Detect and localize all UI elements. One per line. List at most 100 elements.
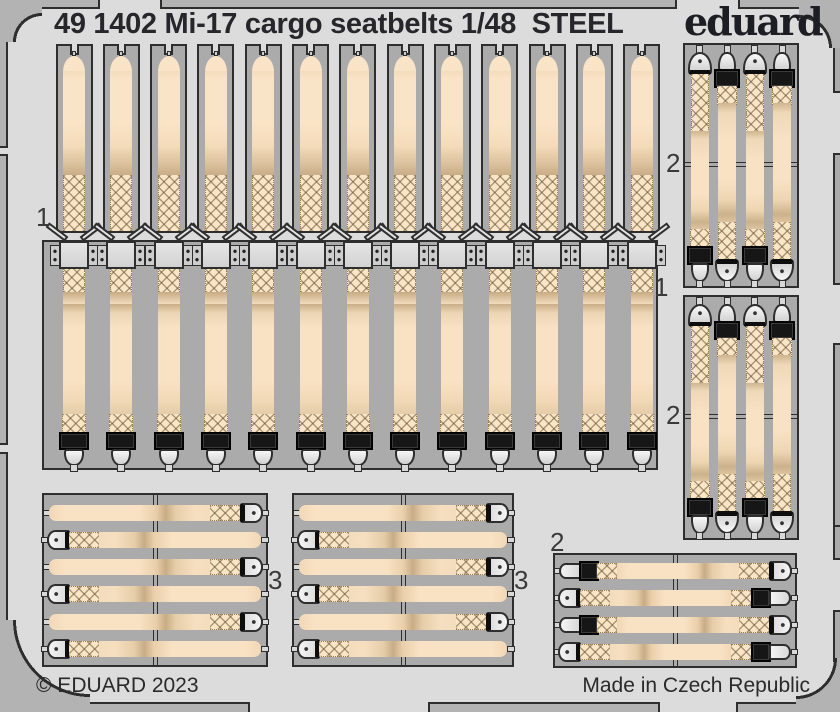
belt-tongue-clip	[769, 643, 791, 660]
sheet-edge-right	[833, 153, 840, 285]
belt-stem	[751, 532, 758, 540]
belt-crosshatch	[69, 641, 100, 657]
belt	[99, 641, 261, 657]
belt-crosshatch-square	[689, 229, 710, 248]
strip-tab	[213, 51, 218, 56]
buckle-wing-right	[655, 245, 666, 266]
belt-round-clip	[486, 611, 509, 632]
clip-neck	[117, 464, 126, 472]
belt-crosshatch	[745, 326, 764, 384]
belt-upper	[252, 71, 275, 175]
belt-crosshatch-square	[487, 414, 512, 433]
made-in-text: Made in Czech Republic	[582, 674, 810, 697]
fret-seam	[685, 162, 797, 167]
fret-label-bottom-right: 2	[550, 527, 565, 557]
belt-crosshatch-square	[772, 86, 792, 105]
belt-stem	[262, 564, 269, 571]
belt-crosshatch-square	[62, 414, 86, 433]
buckle-plate	[532, 241, 562, 269]
sheet-edge-right	[833, 343, 840, 543]
belt-lower	[299, 304, 322, 414]
clip-neck	[306, 464, 315, 472]
belt-black-buckle	[200, 432, 231, 450]
belt-fade	[346, 292, 369, 304]
belt-stem	[791, 648, 798, 655]
buckle-plate	[248, 241, 279, 269]
clip-neck	[495, 464, 504, 472]
fret-seam	[152, 495, 158, 665]
belt-top-cap	[252, 56, 275, 72]
belt-crosshatch	[299, 175, 322, 231]
belt-round-clip	[558, 587, 581, 608]
buckle-plate	[484, 241, 515, 269]
belt-round-clip	[486, 502, 509, 523]
sheet-edge-right	[833, 525, 840, 560]
clip-neck	[70, 464, 78, 472]
fret-strip	[339, 44, 377, 233]
belt-crosshatch	[580, 643, 611, 660]
belt-black-buckle	[751, 587, 771, 608]
buckle-plate	[200, 241, 231, 269]
belt-round-clip	[297, 584, 320, 605]
belt	[773, 103, 791, 224]
fret-strip	[623, 44, 661, 233]
belt-fade	[488, 292, 511, 304]
buckle-plate	[295, 241, 326, 269]
belt-crosshatch	[394, 175, 417, 231]
belt	[99, 531, 261, 548]
belt-black-buckle	[532, 432, 562, 450]
fret-seam	[685, 414, 797, 419]
belt-upper	[110, 71, 133, 175]
belt	[773, 355, 791, 476]
belt-black-buckle	[437, 432, 468, 450]
fret-strip	[150, 44, 188, 233]
belt-upper	[346, 71, 369, 175]
belt	[617, 616, 739, 633]
belt-upper	[299, 71, 322, 175]
belt-round-clip	[486, 557, 509, 578]
belt-lower	[204, 304, 227, 414]
belt-stem	[507, 591, 515, 598]
belt-crosshatch	[204, 175, 227, 231]
belt-crosshatch-square	[744, 481, 765, 500]
fret-strip	[244, 44, 282, 233]
belt-stem	[508, 618, 515, 625]
belt	[299, 504, 457, 521]
belt	[349, 531, 507, 548]
sheet-corner-br	[796, 658, 840, 712]
belt-lower	[63, 304, 85, 414]
belt-stem	[723, 280, 731, 288]
belt-crosshatch-square	[582, 414, 607, 433]
clip-neck	[637, 464, 646, 472]
fret-strip	[481, 44, 519, 233]
belt-fade	[441, 292, 464, 304]
fret-label-main-right: 1	[654, 272, 669, 302]
belt-round-clip	[687, 52, 712, 75]
belt-round-clip	[687, 304, 712, 327]
belt-fade	[394, 292, 417, 304]
belt-crosshatch	[536, 175, 558, 231]
belt-lower	[252, 304, 275, 414]
belt-black-buckle	[342, 432, 373, 450]
belt-black-buckle	[390, 432, 421, 450]
belt-stem	[723, 532, 731, 540]
belt-fade	[252, 292, 275, 304]
belt-lower	[536, 304, 558, 414]
buckle-plate	[437, 241, 468, 269]
belt-crosshatch	[456, 613, 487, 630]
belt-top-cap	[488, 56, 511, 72]
belt-tongue-clip	[559, 562, 581, 579]
belt-stem	[696, 280, 703, 288]
belt-top-cap	[394, 56, 417, 72]
belt-crosshatch-square	[597, 562, 619, 579]
belt-round-clip	[240, 611, 263, 632]
belt-stem	[751, 280, 758, 288]
belt-upper	[394, 71, 417, 175]
product-title: 49 1402 Mi-17 cargo seatbelts 1/48 STEEL	[54, 8, 624, 40]
belt-fade	[63, 292, 85, 304]
belt-round-clip	[297, 529, 320, 550]
belt-round-clip	[742, 52, 767, 75]
belt	[690, 383, 709, 482]
fret-seam	[672, 555, 678, 666]
